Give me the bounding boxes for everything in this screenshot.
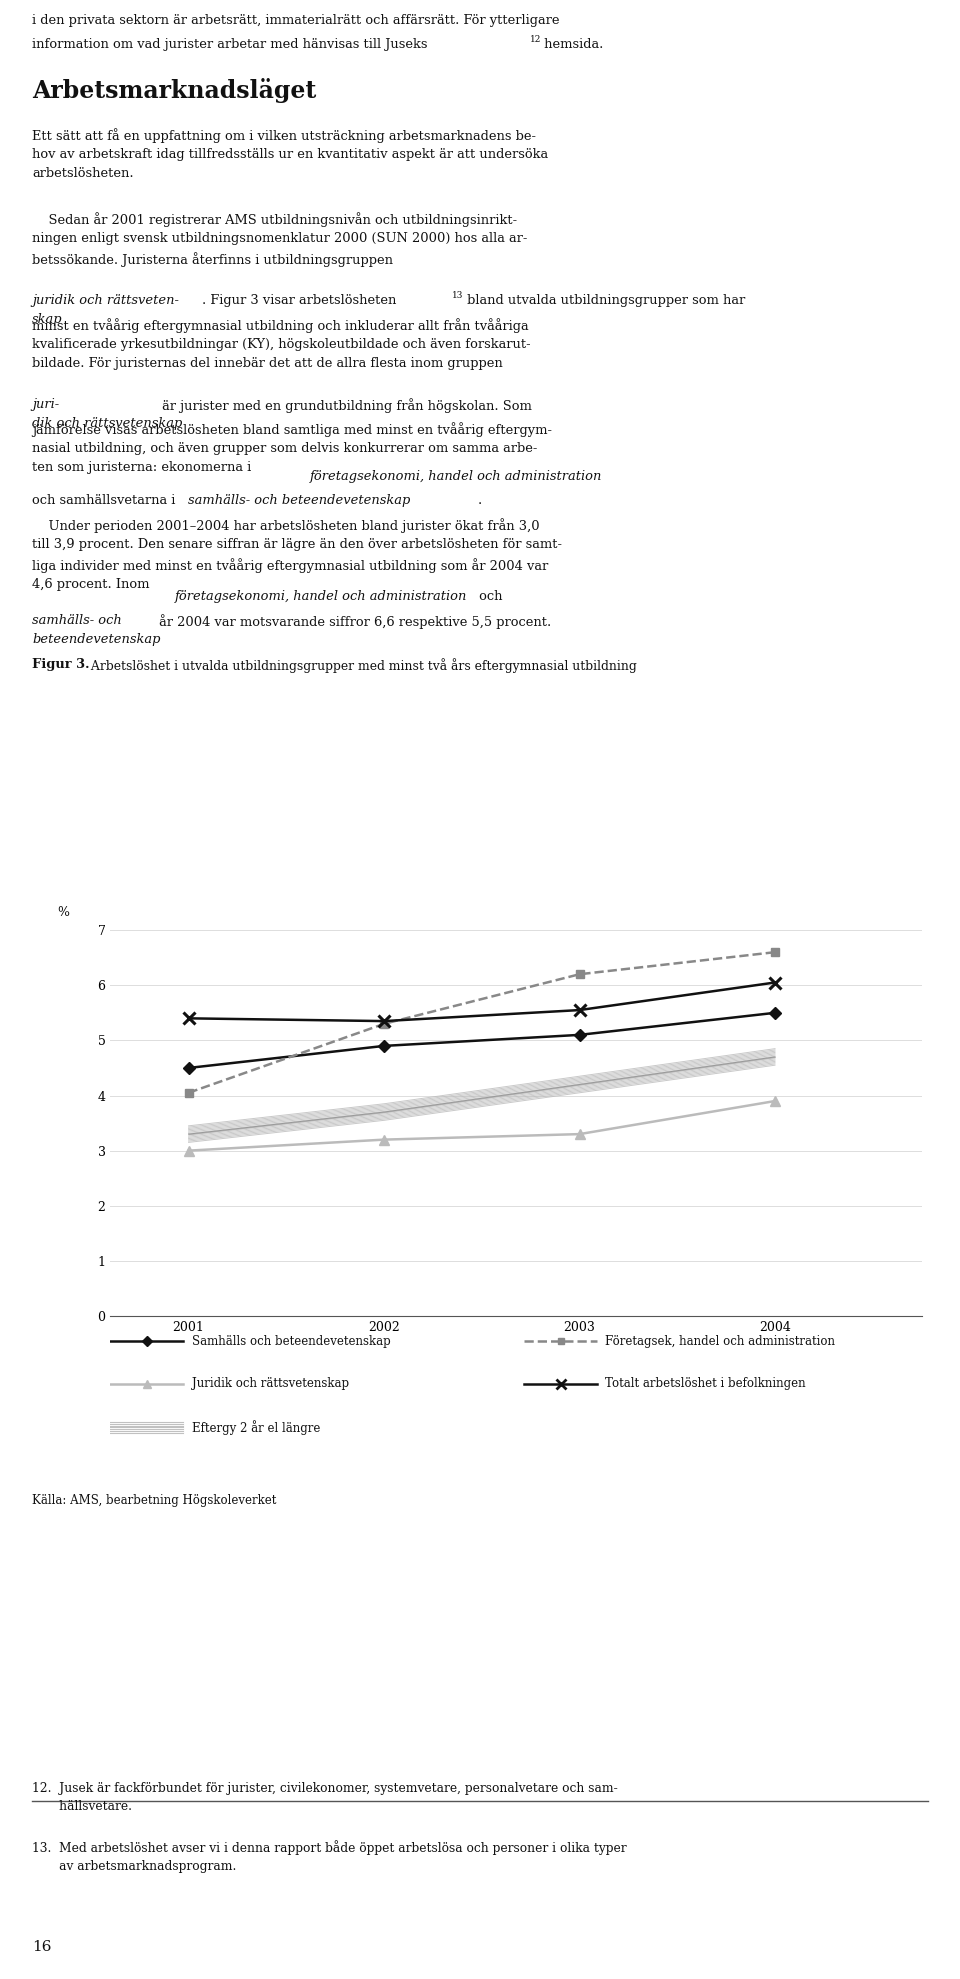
Text: 12: 12 [530, 36, 541, 44]
Text: bland utvalda utbildningsgrupper som har: bland utvalda utbildningsgrupper som har [463, 295, 745, 307]
Text: minst en tvåårig eftergymnasial utbildning och inkluderar allt från tvååriga
kva: minst en tvåårig eftergymnasial utbildni… [32, 319, 531, 370]
Text: juri-
dik och rättsvetenskap: juri- dik och rättsvetenskap [32, 398, 182, 429]
Text: %: % [58, 906, 70, 918]
Text: år 2004 var motsvarande siffror 6,6 respektive 5,5 procent.: år 2004 var motsvarande siffror 6,6 resp… [155, 613, 551, 629]
Text: samhälls- och
beteendevetenskap: samhälls- och beteendevetenskap [32, 613, 160, 645]
Text: Arbetslöshet i utvalda utbildningsgrupper med minst två års eftergymnasial utbil: Arbetslöshet i utvalda utbildningsgruppe… [87, 657, 636, 673]
Text: 13.  Med arbetslöshet avser vi i denna rapport både öppet arbetslösa och persone: 13. Med arbetslöshet avser vi i denna ra… [32, 1840, 627, 1874]
Text: Juridik och rättsvetenskap: Juridik och rättsvetenskap [192, 1377, 348, 1389]
Text: Ett sätt att få en uppfattning om i vilken utsträckning arbetsmarknadens be-
hov: Ett sätt att få en uppfattning om i vilk… [32, 129, 548, 180]
Text: företagsekonomi, handel och administration: företagsekonomi, handel och administrati… [175, 590, 468, 604]
Text: hemsida.: hemsida. [540, 38, 604, 51]
Text: Totalt arbetslöshet i befolkningen: Totalt arbetslöshet i befolkningen [605, 1377, 805, 1389]
Text: Källa: AMS, bearbetning Högskoleverket: Källa: AMS, bearbetning Högskoleverket [32, 1494, 276, 1508]
Text: Eftergy 2 år el längre: Eftergy 2 år el längre [192, 1421, 320, 1435]
Text: Arbetsmarknadsläget: Arbetsmarknadsläget [32, 77, 316, 103]
Text: .: . [478, 495, 482, 507]
Text: är jurister med en grundutbildning från högskolan. Som: är jurister med en grundutbildning från … [158, 398, 532, 414]
Text: Sedan år 2001 registrerar AMS utbildningsnivån och utbildningsinrikt-
ningen enl: Sedan år 2001 registrerar AMS utbildning… [32, 212, 527, 267]
Text: . Figur 3 visar arbetslösheten: . Figur 3 visar arbetslösheten [202, 295, 396, 307]
Text: Under perioden 2001–2004 har arbetslösheten bland jurister ökat från 3,0
till 3,: Under perioden 2001–2004 har arbetslöshe… [32, 518, 562, 592]
Text: information om vad jurister arbetar med hänvisas till Juseks: information om vad jurister arbetar med … [32, 38, 427, 51]
Text: företagsekonomi, handel och administration: företagsekonomi, handel och administrati… [310, 469, 602, 483]
Text: Företagsek, handel och administration: Företagsek, handel och administration [605, 1334, 835, 1348]
Text: samhälls- och beteendevetenskap: samhälls- och beteendevetenskap [188, 495, 410, 507]
Text: och samhällsvetarna i: och samhällsvetarna i [32, 495, 180, 507]
Text: Samhälls och beteendevetenskap: Samhälls och beteendevetenskap [192, 1334, 391, 1348]
Text: juridik och rättsveten-
skap: juridik och rättsveten- skap [32, 295, 179, 325]
Text: jämförelse visas arbetslösheten bland samtliga med minst en tvåårig eftergym-
na: jämförelse visas arbetslösheten bland sa… [32, 422, 552, 473]
Text: Figur 3.: Figur 3. [32, 657, 89, 671]
Text: 16: 16 [32, 1939, 52, 1953]
Text: 12.  Jusek är fackförbundet för jurister, civilekonomer, systemvetare, personalv: 12. Jusek är fackförbundet för jurister,… [32, 1781, 617, 1813]
Text: 13: 13 [452, 291, 464, 301]
Text: och: och [475, 590, 507, 604]
Text: i den privata sektorn är arbetsrätt, immaterialrätt och affärsrätt. För ytterlig: i den privata sektorn är arbetsrätt, imm… [32, 14, 560, 28]
